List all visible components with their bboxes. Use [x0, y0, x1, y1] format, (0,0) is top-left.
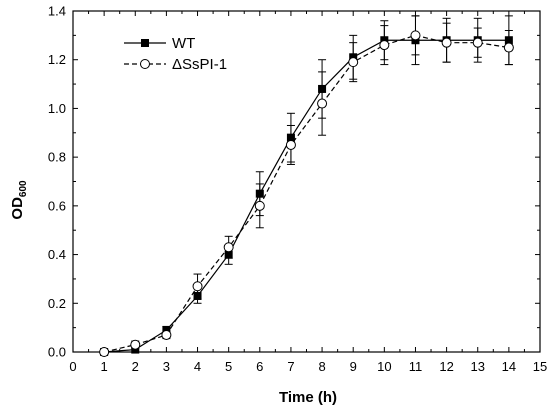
y-tick-label: 0.6: [48, 198, 66, 213]
y-axis-title-subscript: 600: [18, 180, 29, 197]
y-tick-label: 1.4: [48, 4, 66, 19]
series-layer: [99, 15, 514, 357]
y-axis-title: OD600: [9, 180, 29, 220]
y-tick-label: 1.2: [48, 52, 66, 67]
x-tick-label: 4: [194, 359, 201, 374]
x-tick-label: 11: [409, 359, 423, 374]
series-wt: [100, 15, 513, 356]
x-tick-label: 14: [502, 359, 516, 374]
y-axis: 0.0 0.2 0.4 0.6 0.8 1.0 1.2 1.4: [48, 4, 540, 360]
y-tick-label: 1.0: [48, 101, 66, 116]
x-tick-label: 15: [533, 359, 547, 374]
y-tick-label: 0.4: [48, 247, 66, 262]
series-line: [104, 39, 509, 353]
data-point-circle: [472, 37, 483, 48]
data-point-circle: [130, 339, 141, 350]
legend-marker-circle: [140, 59, 150, 69]
data-point-circle: [348, 57, 359, 68]
x-tick-label: 2: [132, 359, 139, 374]
x-tick-label: 5: [225, 359, 232, 374]
x-tick-label: 1: [101, 359, 108, 374]
y-tick-label: 0.8: [48, 150, 66, 165]
x-tick-label: 12: [439, 359, 453, 374]
data-point-circle: [379, 40, 390, 51]
data-point-circle: [317, 98, 328, 109]
data-point-circle: [441, 37, 452, 48]
x-tick-label: 9: [350, 359, 357, 374]
data-point-circle: [192, 281, 203, 292]
legend-marker-square: [141, 39, 149, 47]
y-axis-title-main: OD: [9, 197, 26, 220]
data-point-circle: [410, 30, 421, 41]
data-point-circle: [503, 42, 514, 53]
data-point-circle: [254, 200, 265, 211]
x-tick-label: 10: [377, 359, 391, 374]
x-tick-label: 3: [163, 359, 170, 374]
x-tick-label: 8: [318, 359, 325, 374]
x-axis: 0 1 2 3 4 5 6 7 8 9 10 11 12 13 14 15: [69, 11, 547, 374]
legend: WT ΔSsPI-1: [124, 35, 227, 73]
y-tick-label: 0.0: [48, 345, 66, 360]
x-tick-label: 0: [69, 359, 76, 374]
series-mutant: [99, 15, 514, 357]
legend-label: WT: [172, 35, 195, 52]
legend-label: ΔSsPI-1: [172, 56, 227, 73]
x-axis-title: Time (h): [279, 389, 337, 406]
x-tick-label: 13: [470, 359, 484, 374]
data-point-circle: [285, 139, 296, 150]
series-line: [103, 34, 509, 353]
y-tick-label: 0.2: [48, 296, 66, 311]
x-tick-label: 7: [287, 359, 294, 374]
x-tick-label: 6: [256, 359, 263, 374]
data-point-circle: [223, 242, 234, 253]
data-point-circle: [161, 329, 172, 340]
data-point-circle: [99, 347, 110, 357]
